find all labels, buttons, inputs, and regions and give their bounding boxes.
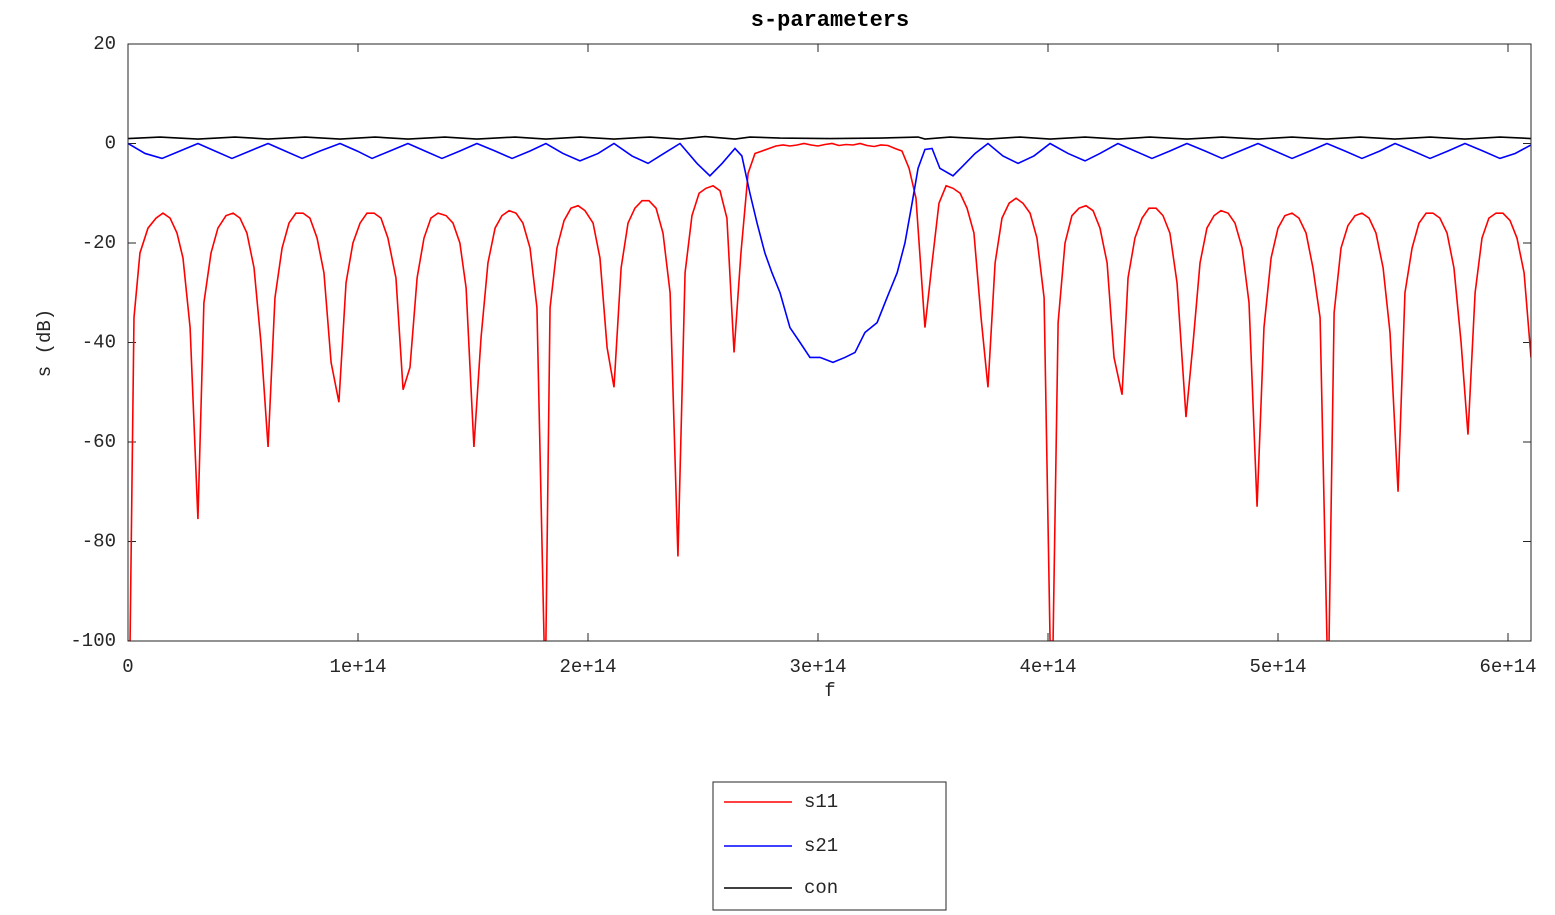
x-tick-label: 4e+14 — [1019, 656, 1076, 678]
legend-label: s11 — [804, 791, 838, 813]
y-tick-label: -40 — [82, 332, 116, 354]
y-tick-label: -20 — [82, 232, 116, 254]
legend-label: con — [804, 877, 838, 899]
legend-label: s21 — [804, 835, 838, 857]
y-tick-label: -100 — [70, 630, 116, 652]
y-axis-label: s (dB) — [34, 309, 56, 377]
x-tick-label: 2e+14 — [559, 656, 616, 678]
x-tick-label: 5e+14 — [1249, 656, 1306, 678]
y-tick-label: -60 — [82, 431, 116, 453]
y-tick-label: 20 — [93, 33, 116, 55]
x-tick-label: 6e+14 — [1479, 656, 1536, 678]
x-tick-label: 0 — [122, 656, 133, 678]
y-tick-label: 0 — [105, 133, 116, 155]
data-line — [128, 142, 1531, 641]
x-tick-label: 1e+14 — [329, 656, 386, 678]
x-tick-label: 3e+14 — [789, 656, 846, 678]
data-line — [128, 142, 1531, 364]
chart-title: s-parameters — [751, 8, 909, 33]
x-axis-label: f — [824, 680, 835, 702]
plot-frame — [127, 43, 1532, 642]
y-tick-label: -80 — [82, 531, 116, 553]
data-line — [128, 135, 1531, 140]
